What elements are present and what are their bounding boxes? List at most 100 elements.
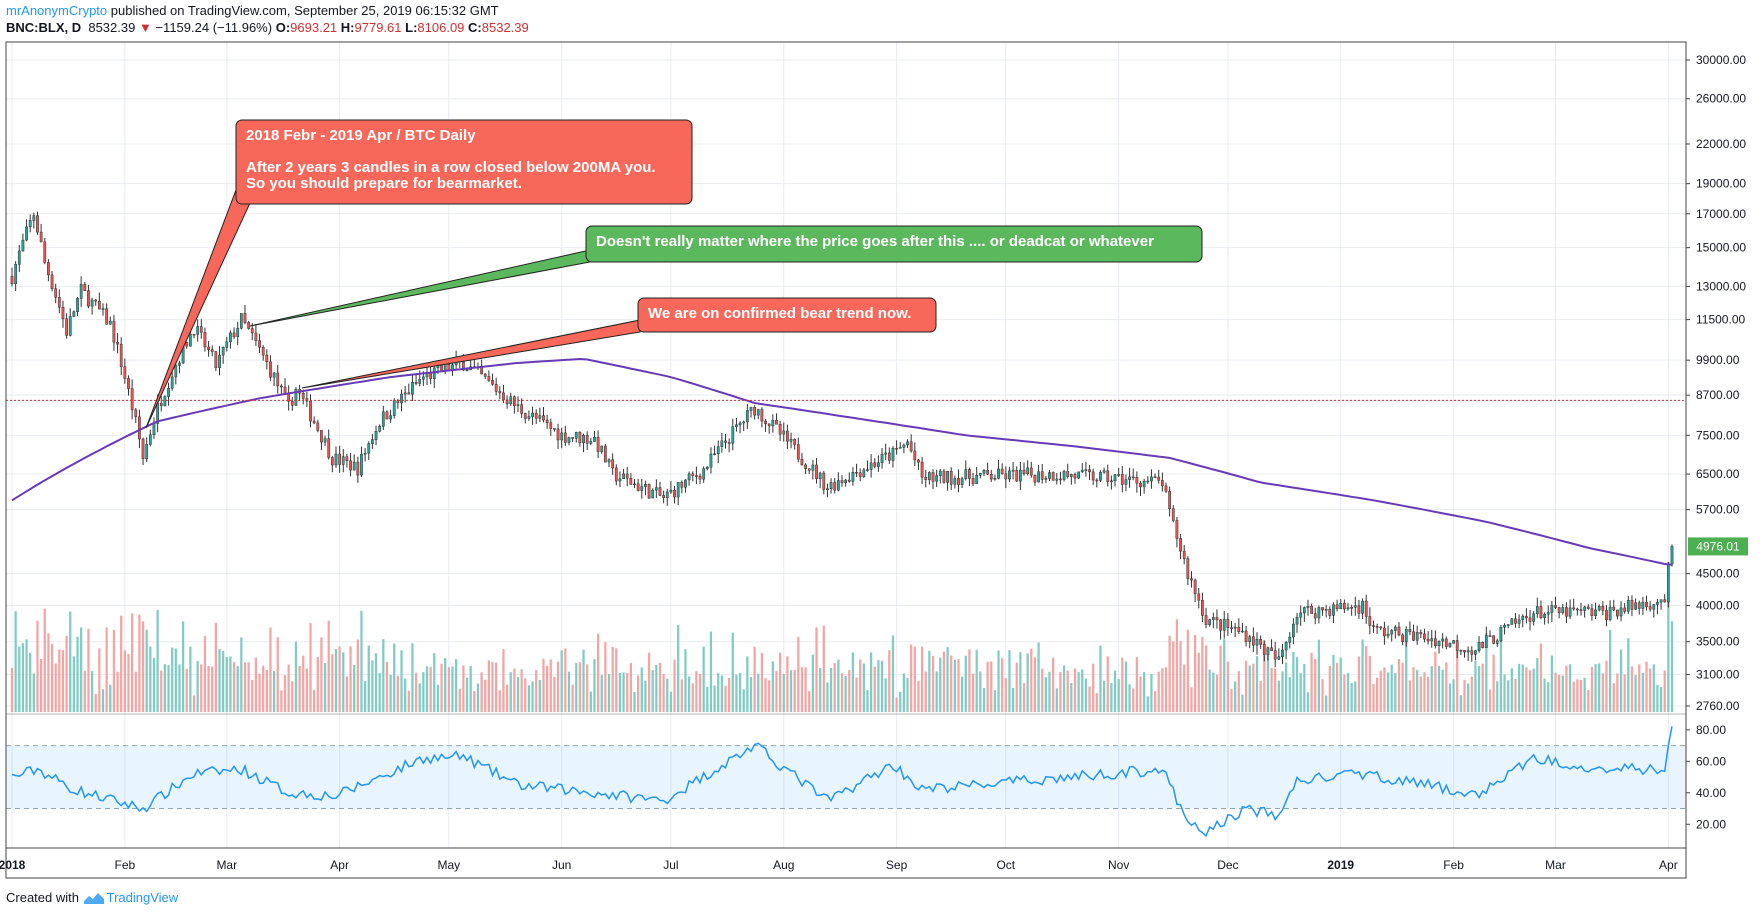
candle-body — [294, 389, 298, 406]
volume-bar — [1550, 655, 1553, 712]
candle-body — [560, 432, 564, 441]
candle-body — [229, 332, 232, 343]
price-axis[interactable]: 30000.00 26000.00 22000.00 19000.00 17000.00… — [1686, 53, 1746, 713]
volume-bar — [1445, 662, 1448, 712]
volume-bar — [578, 662, 582, 712]
volume-bar — [32, 673, 35, 712]
candle-body — [527, 416, 531, 419]
volume-bar — [1346, 673, 1350, 712]
volume-bar — [979, 671, 982, 712]
volume-bar — [1645, 661, 1648, 712]
candle-body — [1033, 474, 1037, 483]
candle-body — [636, 483, 640, 491]
candle-body — [141, 438, 145, 459]
volume-bar — [513, 668, 516, 712]
volume-bar — [899, 691, 902, 712]
volume-bar — [829, 667, 833, 712]
volume-bar — [768, 680, 771, 712]
volume-bar — [593, 659, 596, 712]
volume-bar — [735, 674, 738, 712]
time-tick-label: Mar — [216, 858, 237, 872]
candle-body — [727, 442, 731, 444]
candle-body — [531, 412, 534, 417]
candle-body — [807, 468, 811, 471]
candle-body — [1131, 476, 1135, 479]
volume-bar — [36, 620, 39, 712]
candle-body — [1313, 613, 1317, 619]
candle-body — [1474, 650, 1477, 655]
volume-bar — [433, 653, 436, 712]
publish-info: mrAnonymCrypto published on TradingView.… — [6, 3, 499, 18]
volume-bar — [589, 691, 592, 712]
candle-body — [877, 462, 880, 467]
volume-bar — [1095, 693, 1098, 712]
volume-bar — [18, 646, 21, 712]
candle-body — [829, 482, 833, 490]
volume-bar — [811, 654, 815, 712]
candle-body — [480, 366, 483, 375]
volume-bar — [895, 697, 898, 712]
volume-bar — [134, 671, 137, 712]
volume-bar — [316, 656, 319, 712]
candle-body — [232, 332, 236, 337]
candle-body — [1197, 593, 1201, 601]
candle-body — [917, 459, 920, 463]
volume-bar — [1161, 668, 1164, 712]
volume-bar — [298, 666, 301, 712]
volume-bar — [753, 646, 756, 712]
volume-bar — [1437, 665, 1441, 712]
rsi-axis[interactable]: 80.00 60.00 40.00 20.00 — [1686, 723, 1726, 831]
candle-body — [21, 239, 25, 252]
candle-body — [203, 332, 207, 348]
time-tick-label: Mar — [1545, 858, 1566, 872]
price-tick-label: 19000.00 — [1696, 177, 1746, 191]
author-name[interactable]: mrAnonymCrypto — [6, 3, 108, 18]
volume-bar — [1044, 677, 1047, 712]
candle-body — [1295, 616, 1299, 625]
tradingview-brand[interactable]: TradingView — [106, 890, 179, 905]
volume-bar — [207, 666, 210, 712]
volume-bar — [495, 662, 498, 712]
candle-body — [1175, 520, 1179, 539]
volume-bar — [629, 662, 632, 712]
volume-bar — [1295, 657, 1299, 712]
candle-body — [418, 379, 422, 384]
volume-bar — [342, 652, 345, 712]
volume-bar — [789, 670, 793, 712]
volume-bar — [760, 653, 764, 712]
candle-body — [1641, 601, 1645, 609]
candle-body — [1299, 612, 1303, 618]
volume-bar — [1306, 692, 1310, 712]
volume-bar — [1011, 687, 1015, 712]
candle-body — [39, 231, 43, 243]
volume-bar — [14, 611, 17, 712]
candle-body — [1281, 649, 1284, 657]
candle-body — [1499, 627, 1503, 642]
candle-body — [1011, 470, 1015, 472]
candle-body — [101, 308, 105, 310]
candle-body — [1619, 607, 1623, 617]
volume-bar — [363, 681, 367, 712]
candle-body — [371, 439, 374, 444]
volume-bar — [105, 627, 108, 712]
candle-body — [873, 462, 877, 467]
volume-bar — [389, 674, 392, 712]
volume-bar — [400, 650, 403, 712]
volume-bar — [640, 667, 643, 712]
volume-bar — [185, 668, 188, 712]
volume-bar — [516, 677, 520, 712]
volume-bar — [720, 675, 723, 712]
candle-body — [1120, 474, 1124, 485]
candle-body — [840, 480, 844, 483]
time-tick-label: Sep — [886, 858, 908, 872]
volume-bar — [549, 659, 552, 712]
candle-body — [1044, 478, 1048, 480]
candle-body — [349, 460, 352, 471]
volume-bar — [120, 615, 123, 712]
price-tick-label: 4000.00 — [1696, 599, 1740, 613]
volume-bar — [1568, 664, 1572, 712]
volume-bar — [1092, 663, 1095, 712]
time-axis[interactable]: 2018 Feb Mar Apr May Jun Jul Aug Sep Oct Nov Dec 201… — [0, 858, 1678, 872]
candle-body — [1452, 640, 1455, 644]
